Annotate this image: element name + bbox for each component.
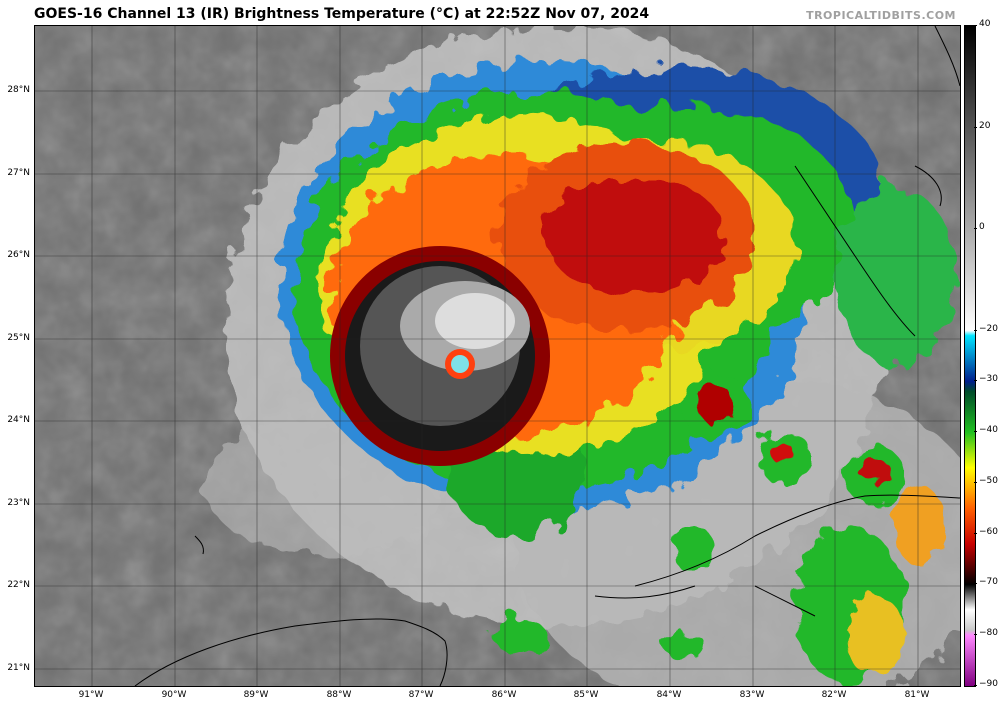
colorbar-tick [974, 329, 977, 331]
lat-label: 24°N [7, 415, 30, 425]
colorbar-tick [974, 25, 977, 26]
lat-label: 23°N [7, 498, 30, 508]
colorbar-label: −70 [979, 577, 998, 588]
lon-label: 85°W [573, 690, 599, 700]
colorbar-label: 40 [979, 19, 991, 29]
lon-label: 88°W [326, 690, 352, 700]
colorbar-tick [974, 583, 977, 585]
lon-label: 91°W [78, 690, 104, 700]
colorbar-label: −80 [979, 628, 998, 639]
colorbar-tick [974, 532, 977, 534]
colorbar-tick [974, 380, 977, 382]
temperature-colorbar [964, 25, 976, 687]
credit-text: TROPICALTIDBITS.COM [806, 9, 956, 22]
colorbar-label: −40 [979, 425, 998, 436]
lon-label: 86°W [491, 690, 517, 700]
lat-label: 26°N [7, 250, 30, 260]
colorbar-tick [974, 431, 977, 433]
coastlines [134, 26, 960, 686]
colorbar-label: 0 [979, 222, 985, 233]
colorbar-tick [974, 126, 977, 128]
colorbar-tick [974, 228, 977, 230]
colorbar-label: −50 [979, 475, 998, 486]
colorbar-tick [974, 685, 977, 686]
lon-label: 81°W [904, 690, 930, 700]
colorbar-label: 20 [979, 120, 991, 131]
lat-label: 27°N [7, 168, 30, 178]
lon-label: 90°W [161, 690, 187, 700]
colorbar-label: −60 [979, 526, 998, 537]
lon-label: 83°W [739, 690, 765, 700]
satellite-map [34, 25, 961, 687]
lat-label: 21°N [7, 663, 30, 673]
lat-label: 22°N [7, 580, 30, 590]
colorbar-tick [974, 634, 977, 636]
colorbar-tick [974, 481, 977, 483]
lon-label: 89°W [243, 690, 269, 700]
lon-label: 84°W [656, 690, 682, 700]
ir-imagery [35, 26, 960, 686]
lon-label: 82°W [821, 690, 847, 700]
colorbar-label: −30 [979, 374, 998, 385]
colorbar-label: −20 [979, 323, 998, 334]
colorbar-label: −90 [979, 679, 998, 689]
map-title: GOES-16 Channel 13 (IR) Brightness Tempe… [34, 6, 650, 22]
lat-label: 28°N [7, 85, 30, 95]
lon-label: 87°W [408, 690, 434, 700]
lat-label: 25°N [7, 333, 30, 343]
